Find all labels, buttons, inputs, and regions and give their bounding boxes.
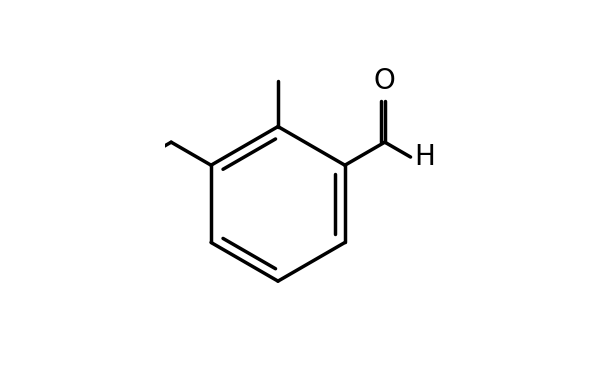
Text: O: O bbox=[374, 67, 396, 95]
Text: H: H bbox=[414, 143, 435, 171]
